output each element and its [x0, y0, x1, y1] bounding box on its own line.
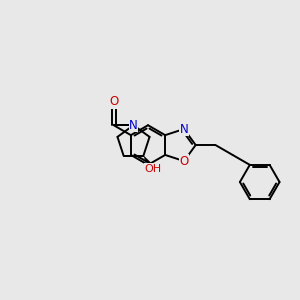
Text: N: N	[129, 119, 138, 132]
Polygon shape	[143, 156, 155, 170]
Text: O: O	[179, 154, 189, 168]
Text: O: O	[109, 95, 118, 108]
Text: N: N	[129, 119, 138, 132]
Text: OH: OH	[144, 164, 161, 173]
Text: N: N	[180, 122, 188, 136]
